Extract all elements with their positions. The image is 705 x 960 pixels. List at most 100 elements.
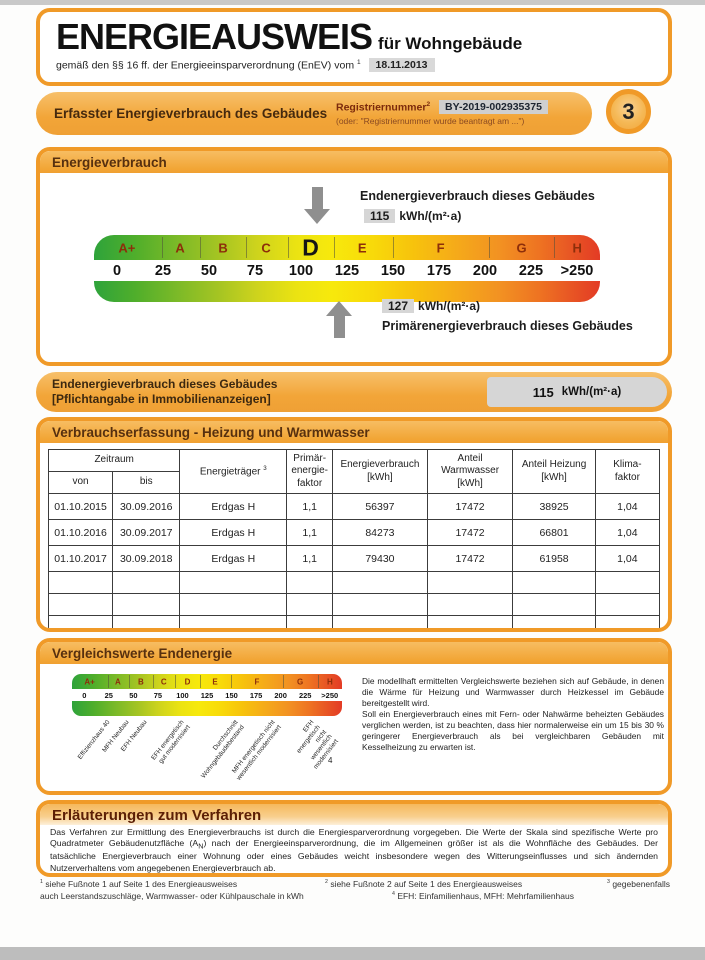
- comparison-scale: A+ A B C D E F G H 0 25 50 75 100 125 150 17…: [72, 674, 342, 716]
- comparison-box: Vergleichswerte Endenergie A+ A B C D E …: [36, 638, 672, 795]
- footnote-3-continuation: auch Leerstandszuschläge, Warmwasser- od…: [40, 891, 304, 901]
- energy-class-scale: A+ A B C D E F G H 0 25 50 75 100 125: [94, 235, 600, 302]
- comp-class-f: F: [254, 677, 260, 686]
- cell-von: 01.10.2016: [47, 519, 114, 546]
- title-suffix: für Wohngebäude: [378, 34, 523, 53]
- table-row: 01.10.2016 30.09.2017 Erdgas H 1,1 84273…: [47, 519, 661, 546]
- explanation-text-part1: Das Verfahren zur Ermittlung des Energie…: [50, 827, 658, 849]
- comparison-header: Vergleichswerte Endenergie: [40, 642, 668, 664]
- col-header-energieverbrauch: Energieverbrauch [kWh]: [332, 449, 428, 494]
- page-number-badge: 3: [606, 89, 651, 134]
- registration-label: Registriernummer: [336, 101, 427, 114]
- end-energy-unit: kWh/(m²·a): [399, 209, 462, 223]
- comp-class-aplus: A+: [84, 677, 95, 686]
- cell-traeger: Erdgas H: [179, 519, 288, 546]
- title-text: ENERGIEAUSWEIS: [56, 16, 373, 57]
- comparison-paragraph-2: Soll ein Energieverbrauch eines mit Fern…: [362, 708, 664, 752]
- tick-250plus: >250: [560, 262, 594, 279]
- primary-energy-arrow-up-icon: [326, 301, 352, 338]
- class-label-h: H: [572, 240, 582, 255]
- class-label-d-highlighted: D: [302, 235, 319, 260]
- footnote-1: 1 siehe Fußnote 1 auf Seite 1 des Energi…: [40, 879, 238, 889]
- cell-ww: 17472: [426, 519, 514, 546]
- consumption-table-header: Verbrauchserfassung - Heizung und Warmwa…: [40, 421, 668, 443]
- end-energy-arrow-down-icon: [304, 187, 330, 224]
- comp-class-g: G: [297, 677, 304, 686]
- comparison-paragraph-1: Die modellhaft ermittelten Vergleichswer…: [362, 676, 664, 708]
- footnote-4: 4 EFH: Einfamilienhaus, MFH: Mehrfamilie…: [392, 891, 574, 901]
- comparison-gradient-band: [72, 701, 342, 716]
- subscript-n: N: [198, 842, 204, 852]
- class-label-f: F: [436, 240, 445, 255]
- tick-125: 125: [334, 262, 360, 279]
- mandatory-unit: kWh/(m²·a): [561, 386, 622, 398]
- ref-label-efh-gut-modernisiert: EFH energetisch gut modernisiert: [150, 719, 192, 765]
- footnote-line-2: auch Leerstandszuschläge, Warmwasser- od…: [40, 891, 670, 903]
- cell-klima: 1,04: [594, 493, 661, 520]
- end-energy-value-line: 115 kWh/(m²·a): [364, 209, 461, 223]
- explanation-box: Erläuterungen zum Verfahren Das Verfahre…: [36, 800, 672, 877]
- comp-class-b: B: [137, 677, 144, 686]
- col-header-energietraeger: Energieträger 3: [179, 449, 288, 494]
- scale-tick-row: 0 25 50 75 100 125 150 175 200 225 >250: [94, 260, 600, 281]
- energy-section-header: Energieverbrauch: [40, 151, 668, 173]
- cell-heizung: 38925: [512, 493, 596, 520]
- explanation-text-part2: ) nach der Energieeinsparverordnung, die…: [50, 838, 658, 873]
- cell-bis: 30.09.2017: [112, 519, 181, 546]
- ref-label-efh-nicht-modernisiert: EFH energetisch nicht wesentlich moderni…: [295, 719, 341, 771]
- col-header-von: von: [47, 471, 114, 494]
- class-label-a: A: [175, 240, 185, 255]
- section-title: Erfasster Energieverbrauch des Gebäudes: [54, 106, 328, 121]
- energy-consumption-box: Energieverbrauch Endenergieverbrauch die…: [36, 147, 672, 366]
- primary-energy-label: Primärenergieverbrauch dieses Gebäudes: [382, 319, 633, 333]
- table-row-empty: [47, 615, 661, 628]
- class-label-e: E: [357, 240, 367, 255]
- law-reference-line: gemäß den §§ 16 ff. der Energieeinsparve…: [56, 58, 652, 73]
- cell-pef: 1,1: [286, 545, 334, 572]
- law-date: 18.11.2013: [368, 58, 435, 73]
- mandatory-label-line2: [Pflichtangabe in Immobilienanzeigen]: [52, 392, 271, 406]
- registration-number: BY-2019-002935375: [439, 100, 548, 115]
- cell-verbrauch: 56397: [332, 493, 428, 520]
- law-text: gemäß den §§ 16 ff. der Energieeinsparve…: [56, 59, 355, 72]
- col-header-anteil-heizung: Anteil Heizung [kWh]: [512, 449, 596, 494]
- explanation-text: Das Verfahren zur Ermittlung des Energie…: [40, 825, 668, 873]
- mandatory-label-line1: Endenergieverbrauch dieses Gebäudes: [52, 377, 278, 391]
- cell-traeger: Erdgas H: [179, 545, 288, 572]
- scale-letter-band: A+ A B C D E F G H: [94, 235, 600, 260]
- end-energy-label: Endenergieverbrauch dieses Gebäudes: [360, 189, 595, 203]
- table-row: 01.10.2017 30.09.2018 Erdgas H 1,1 79430…: [47, 545, 661, 572]
- class-label-c: C: [261, 240, 271, 255]
- tick-50: 50: [200, 262, 218, 279]
- mandatory-value-labels: Endenergieverbrauch dieses Gebäudes [Pfl…: [36, 377, 277, 407]
- col-header-bis: bis: [112, 471, 181, 494]
- energy-scale-area: Endenergieverbrauch dieses Gebäudes 115 k…: [40, 173, 668, 358]
- tick-75: 75: [246, 262, 264, 279]
- cell-verbrauch: 79430: [332, 545, 428, 572]
- comparison-explanatory-text: Die modellhaft ermittelten Vergleichswer…: [362, 676, 664, 752]
- mandatory-value-bar: Endenergieverbrauch dieses Gebäudes [Pfl…: [36, 372, 672, 412]
- cell-bis: 30.09.2018: [112, 545, 181, 572]
- footnote-marker-2: 2: [426, 100, 431, 108]
- cell-heizung: 66801: [512, 519, 596, 546]
- class-label-aplus: A+: [118, 240, 136, 255]
- scale-gradient-band: [94, 281, 600, 302]
- footnote-marker-1: 1: [356, 58, 361, 66]
- header-box: ENERGIEAUSWEIS für Wohngebäude gemäß den …: [36, 8, 672, 86]
- cell-verbrauch: 84273: [332, 519, 428, 546]
- registration-block: Registriernummer2 BY-2019-002935375 (ode…: [336, 100, 548, 126]
- comp-class-e: E: [212, 677, 218, 686]
- comparison-body: A+ A B C D E F G H 0 25 50 75 100 125 150 17…: [40, 664, 668, 788]
- cell-ww: 17472: [426, 493, 514, 520]
- cell-ww: 17472: [426, 545, 514, 572]
- col-header-primaerenergiefaktor: Primär- energie- faktor: [286, 449, 334, 494]
- class-label-b: B: [218, 240, 228, 255]
- tick-150: 150: [380, 262, 406, 279]
- comp-class-c: C: [160, 677, 167, 686]
- col-header-anteil-warmwasser: Anteil Warmwasser [kWh]: [426, 449, 514, 494]
- footnote-line-1: 1 siehe Fußnote 1 auf Seite 1 des Energi…: [40, 879, 670, 891]
- footnote-3: 3 gegebenenfalls: [607, 879, 670, 889]
- footnote-marker-4-ref: 4: [328, 756, 333, 765]
- tick-100: 100: [288, 262, 314, 279]
